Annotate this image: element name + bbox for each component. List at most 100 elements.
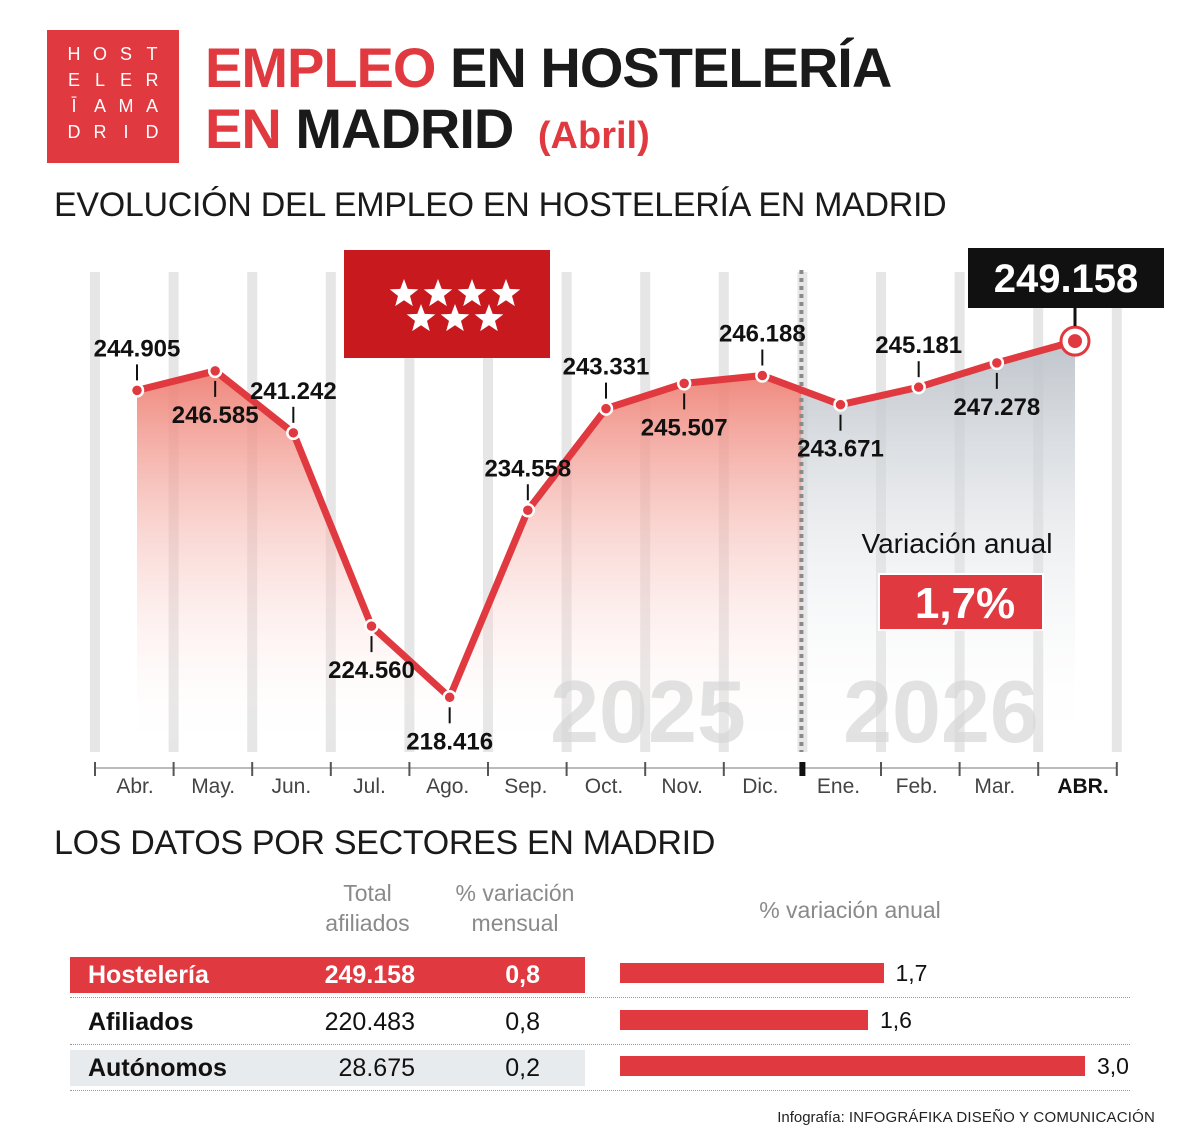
sector-total: 249.158 <box>324 961 415 989</box>
annual-variation-value: 1,7% <box>915 579 1015 628</box>
logo-letter: E <box>119 70 132 90</box>
data-label: 243.331 <box>563 354 650 381</box>
x-tick-label: May. <box>191 775 235 798</box>
data-label: 234.558 <box>484 455 571 482</box>
data-point <box>989 355 1005 371</box>
year-label-2026: 2026 <box>843 662 1039 761</box>
row-shaded-bg <box>70 1050 585 1086</box>
data-point <box>598 401 614 416</box>
highlight-value: 249.158 <box>994 257 1139 301</box>
logo-letter: T <box>146 44 158 64</box>
logo-letter: H <box>67 44 81 64</box>
sectors-section-title: LOS DATOS POR SECTORES EN MADRID <box>54 824 716 862</box>
flag-star-icon <box>423 279 453 307</box>
logo-letter: O <box>92 44 107 64</box>
row-highlight-bg <box>70 957 585 993</box>
credit-name: INFOGRÁFIKA DISEÑO Y COMUNICACIÓN <box>848 1109 1155 1126</box>
sector-name: Autónomos <box>88 1054 227 1082</box>
area-2026 <box>801 341 1075 752</box>
x-tick-label: Abr. <box>116 775 153 798</box>
data-point <box>676 376 692 391</box>
logo-letter: R <box>145 70 159 90</box>
x-tick-label: Ago. <box>426 775 469 798</box>
logo-letter: L <box>94 70 105 90</box>
flag-star-icon <box>440 304 470 332</box>
data-label: 224.560 <box>328 657 415 684</box>
x-tick-label: Jul. <box>353 775 386 798</box>
sector-name: Hostelería <box>88 961 209 989</box>
sector-name: Afiliados <box>88 1008 194 1036</box>
flag-star-icon <box>389 279 419 307</box>
column-header-total-line2: afiliados <box>325 910 410 936</box>
sector-total: 28.675 <box>338 1054 415 1082</box>
column-header-variacion-anual: % variación anual <box>759 897 941 923</box>
title-word-empleo: EMPLEO <box>205 36 436 99</box>
title-word-madrid: MADRID <box>295 97 514 160</box>
data-point <box>833 397 848 412</box>
data-point <box>442 690 457 705</box>
madrid-flag-icon <box>344 250 550 358</box>
logo-letter: I <box>123 122 129 142</box>
year-label-2025: 2025 <box>550 662 746 761</box>
logo-letter: D <box>67 122 81 142</box>
logo-letter: Ī <box>71 96 77 116</box>
sector-anual-value: 1,7 <box>895 960 928 986</box>
data-point <box>129 383 145 398</box>
page-title-line-2: EN MADRID (Abril) <box>205 101 650 157</box>
logo-letter: R <box>93 122 107 142</box>
flag-star-icon <box>474 304 504 332</box>
credit-prefix: Infografía: <box>777 1109 845 1126</box>
sector-mensual: 0,8 <box>505 1008 540 1036</box>
x-tick-label: Mar. <box>974 775 1015 798</box>
column-header-total-line1: Total <box>343 880 392 906</box>
data-label: 245.181 <box>875 332 962 359</box>
title-words-en-hosteleria: EN HOSTELERÍA <box>450 36 892 99</box>
column-header-total-afiliados: Total afiliados <box>300 878 435 938</box>
flag-star-icon <box>491 279 521 307</box>
chart-section-title: EVOLUCIÓN DEL EMPLEO EN HOSTELERÍA EN MA… <box>54 186 947 224</box>
x-tick-label: Oct. <box>585 775 624 798</box>
logo-letter: E <box>67 70 80 90</box>
column-header-variacion-mensual: % variación mensual <box>445 878 585 938</box>
data-label: 218.416 <box>406 728 493 755</box>
logo-letter: D <box>145 122 159 142</box>
data-point <box>286 425 301 441</box>
sector-anual-bar <box>620 963 884 983</box>
row-divider <box>70 1044 1130 1045</box>
credit-line: Infografía: INFOGRÁFIKA DISEÑO Y COMUNIC… <box>777 1109 1155 1126</box>
data-point <box>207 363 223 379</box>
data-point-highlight-core <box>1068 334 1082 349</box>
x-tick-label: Feb. <box>896 775 938 798</box>
title-subtitle: (Abril) <box>537 115 650 157</box>
column-header-mensual-line2: mensual <box>471 910 559 936</box>
data-label: 241.242 <box>250 378 337 405</box>
row-divider <box>70 1090 1130 1091</box>
column-header-mensual-line1: % variación <box>455 880 575 906</box>
x-tick-label: Sep. <box>504 775 547 798</box>
data-label: 247.278 <box>953 394 1040 421</box>
flag-star-icon <box>457 279 487 307</box>
annual-variation-box <box>878 573 1044 631</box>
highlight-value-box <box>968 248 1164 308</box>
data-point <box>520 503 536 518</box>
data-point <box>364 618 379 634</box>
data-point <box>755 368 770 383</box>
row-divider <box>70 997 1130 998</box>
x-tick-label: Nov. <box>661 775 703 798</box>
sector-total: 220.483 <box>324 1008 415 1036</box>
data-label: 243.671 <box>797 436 884 463</box>
sector-anual-value: 1,6 <box>880 1007 912 1033</box>
x-tick-label: Dic. <box>742 775 778 798</box>
logo-letter: A <box>145 96 158 116</box>
sector-anual-bar <box>620 1010 868 1030</box>
x-tick-label: Ene. <box>817 775 860 798</box>
logo-letter: A <box>93 96 106 116</box>
sector-anual-bar <box>620 1056 1085 1076</box>
logo-letter: M <box>118 96 134 116</box>
sector-mensual: 0,2 <box>505 1054 540 1082</box>
page-title-line-1: EMPLEO EN HOSTELERÍA <box>205 40 892 96</box>
data-label: 246.585 <box>172 402 259 429</box>
data-label: 244.905 <box>94 335 181 362</box>
